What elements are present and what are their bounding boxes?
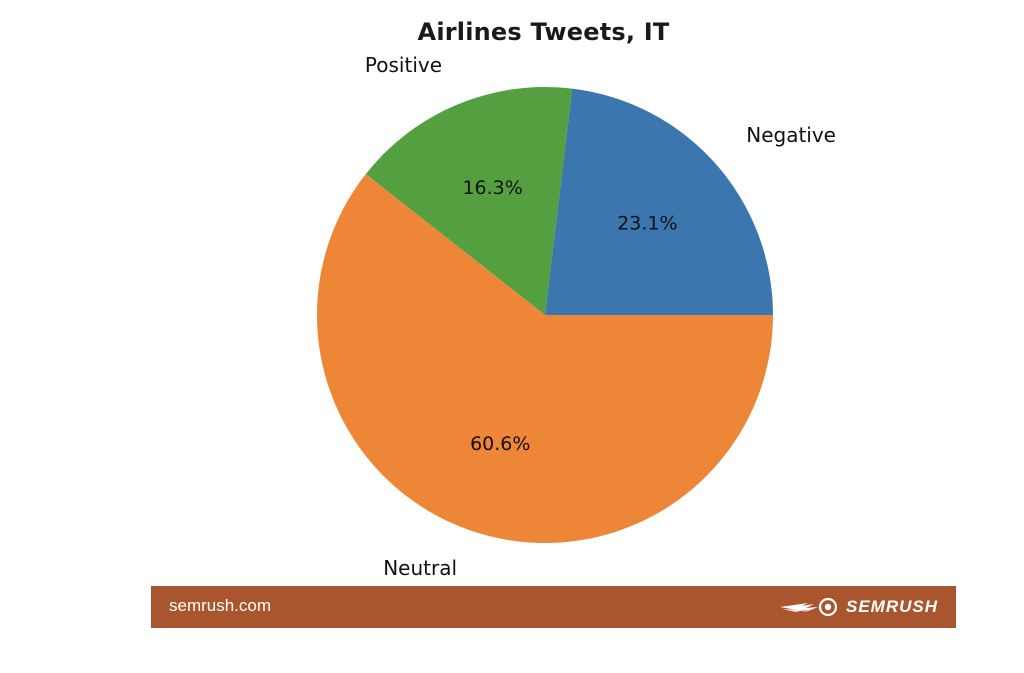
pie-pct-label-positive: 16.3% bbox=[462, 177, 522, 199]
pie-pct-label-neutral: 60.6% bbox=[470, 433, 530, 455]
pie-pct-label-negative: 23.1% bbox=[617, 213, 677, 235]
pie-chart: 23.1% Negative 16.3% Positive 60.6% Neutral bbox=[316, 53, 836, 580]
pie-slice-positive bbox=[365, 87, 573, 315]
footer-bar: semrush.com SEMRUSH bbox=[151, 586, 956, 628]
pie-category-label-positive: Positive bbox=[365, 53, 442, 77]
pie-category-label-negative: Negative bbox=[746, 123, 836, 147]
semrush-brand-text: SEMRUSH bbox=[845, 597, 938, 616]
pie-slice-neutral bbox=[316, 174, 773, 544]
pie-category-label-neutral: Neutral bbox=[383, 556, 457, 580]
chart-title: Airlines Tweets, IT bbox=[417, 18, 670, 46]
pie-slices bbox=[316, 87, 773, 544]
pie-slice-negative bbox=[545, 88, 773, 315]
semrush-logo: SEMRUSH bbox=[778, 594, 938, 620]
footer-site-link[interactable]: semrush.com bbox=[169, 596, 272, 615]
pie-labels: 23.1% Negative 16.3% Positive 60.6% Neutral bbox=[365, 53, 836, 580]
semrush-fireball-icon bbox=[779, 597, 838, 617]
